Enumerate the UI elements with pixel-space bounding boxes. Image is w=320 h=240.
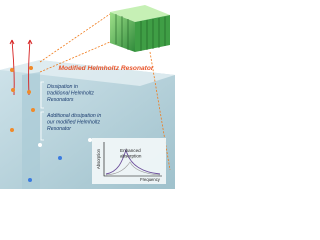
plot-box	[92, 138, 166, 184]
absorption-curve	[105, 148, 161, 175]
text-line: Dissipation in	[47, 84, 78, 90]
brackets	[40, 81, 44, 141]
baseline-curve	[105, 161, 161, 176]
annotation: Enhanced absorption	[120, 148, 142, 159]
text-line: traditional Helmholtz	[47, 91, 94, 97]
guide-lines	[39, 13, 171, 171]
slab-top	[0, 60, 175, 86]
particles	[10, 66, 92, 182]
figure: Modified Helmholtz Resonator Dissipation…	[0, 5, 175, 189]
title: Modified Helmholtz Resonator	[59, 65, 154, 72]
page: {"title": "Modified Helmholtz Resonator"…	[0, 0, 175, 189]
x-label: Frequency	[140, 177, 161, 182]
channel	[22, 72, 40, 189]
text-line: Enhanced	[120, 148, 141, 153]
traditional-label: Dissipation in traditional Helmholtz Reson…	[47, 84, 94, 103]
text-line: our modified Helmholtz	[47, 120, 100, 126]
plot-axes	[103, 142, 162, 177]
modified-label: Additional dissipation in our modified He…	[46, 113, 101, 132]
resonator-cube	[110, 5, 170, 52]
text-line: absorption	[120, 154, 142, 159]
text-line: Resonator	[47, 126, 71, 132]
text-line: Additional dissipation in	[46, 113, 101, 119]
y-label: Absorption	[96, 148, 101, 169]
text-line: Resonators	[47, 97, 74, 103]
